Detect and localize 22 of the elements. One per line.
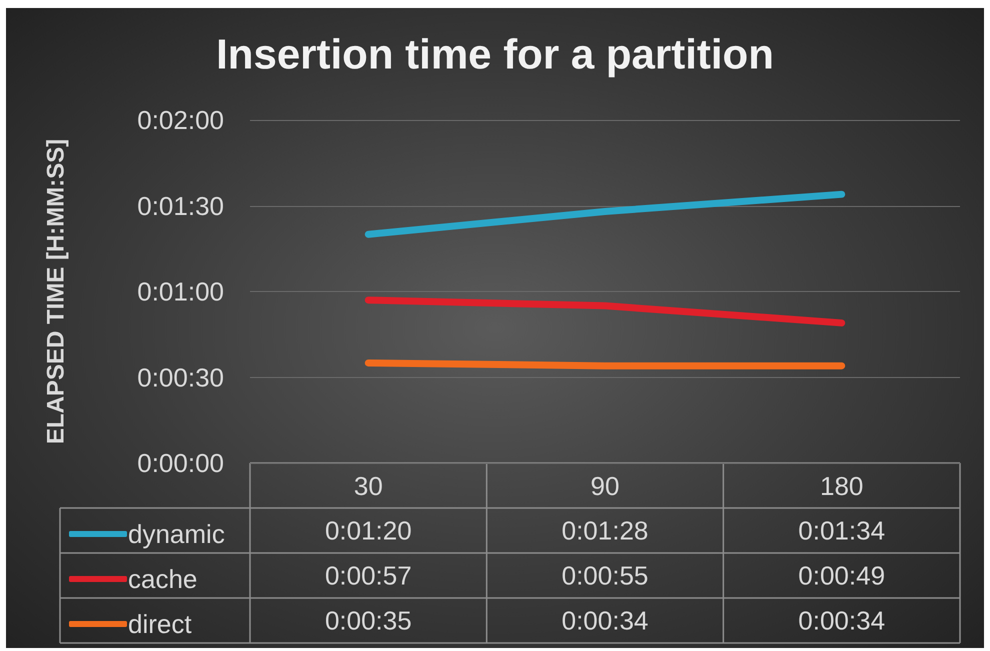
data-label: 0:00:55	[562, 560, 648, 590]
data-label: 0:00:34	[562, 606, 648, 636]
y-tick-label: 0:01:30	[137, 190, 224, 221]
data-label: 0:01:20	[324, 516, 412, 546]
x-tick-label: 90	[590, 471, 620, 501]
y-tick-label: 0:02:00	[137, 105, 224, 135]
legend-label: direct	[128, 609, 192, 639]
chart-title: Insertion time for a partition	[216, 30, 774, 78]
y-tick-label: 0:00:30	[137, 362, 224, 392]
data-label: 0:00:34	[798, 606, 886, 636]
y-tick-label: 0:01:00	[137, 276, 224, 306]
data-label: 0:01:28	[562, 516, 648, 546]
y-axis-title: ELAPSED TIME [H:MM:SS]	[42, 138, 70, 444]
legend-label: cache	[128, 564, 198, 594]
x-tick-label: 180	[820, 471, 864, 501]
data-label: 0:01:34	[798, 516, 886, 546]
data-label: 0:00:35	[324, 606, 412, 636]
y-tick-label: 0:00:00	[137, 448, 224, 478]
x-tick-label: 30	[354, 471, 383, 501]
data-label: 0:00:49	[798, 560, 886, 590]
legend-label: dynamic	[128, 519, 225, 549]
data-label: 0:00:57	[324, 560, 412, 590]
